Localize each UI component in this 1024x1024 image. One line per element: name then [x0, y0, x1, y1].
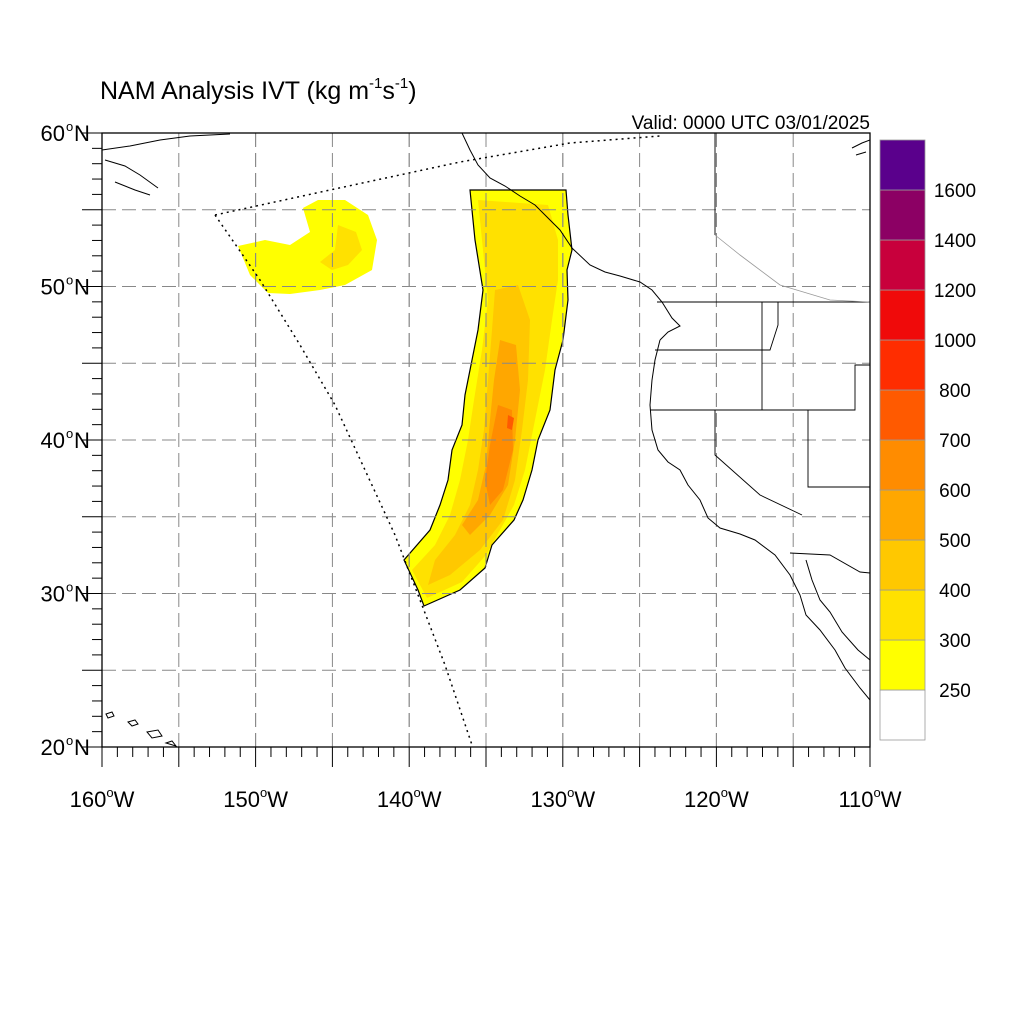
lon-label: 120oW [684, 785, 749, 812]
lat-label: 20 [41, 735, 65, 760]
lon-label: 130oW [530, 785, 595, 812]
coastlines [102, 133, 870, 747]
coastline-baja-gulf [805, 559, 870, 661]
ivt-secondary-plume [238, 200, 377, 294]
ivt-secondary-plume-inner [320, 225, 362, 270]
lat-label-degree: o [66, 580, 73, 595]
border-canada-provinces [714, 234, 870, 303]
lat-label-hemisphere: N [74, 735, 90, 760]
colorbar-label: 400 [939, 581, 971, 602]
coastline-alaska-islands [104, 159, 159, 196]
border-or-ca [650, 364, 870, 411]
colorbar-swatch [879, 489, 926, 541]
lat-label-hemisphere: N [74, 121, 90, 146]
colorbar-swatch [879, 139, 926, 191]
domain-boundary [214, 135, 661, 746]
graticule [102, 133, 870, 747]
lat-label: 30 [41, 582, 65, 607]
border-us-mexico [789, 552, 870, 574]
border-ca-nv [714, 410, 803, 516]
lat-label: 60 [41, 121, 65, 146]
colorbar-swatch [879, 589, 926, 641]
colorbar-swatch [879, 539, 926, 591]
lon-label: 110oW [838, 785, 901, 812]
colorbar-label: 250 [939, 681, 971, 702]
ivt-contour-outline [403, 189, 573, 607]
latitude-labels: 60 o N50 o N40 o N30 o N20 o N [41, 119, 90, 760]
coastline-us-west [649, 339, 870, 701]
ivt-contour-600 [485, 405, 513, 505]
lon-label: 140oW [377, 785, 442, 812]
map-plot-area [102, 133, 870, 747]
ivt-contour-700 [507, 415, 514, 430]
political-borders [650, 133, 870, 574]
colorbar-label: 1200 [934, 281, 976, 302]
colorbar-label: 1600 [934, 181, 976, 202]
longitude-labels: 160oW 150oW 140oW 130oW 120oW 110oW [70, 785, 902, 812]
colorbar-label: 800 [939, 381, 971, 402]
colorbar-swatch [879, 439, 926, 491]
lat-label-degree: o [66, 273, 73, 288]
border-wa-or [655, 302, 779, 351]
colorbar-swatch [879, 239, 926, 291]
lat-label: 50 [41, 275, 65, 300]
colorbar-label: 600 [939, 481, 971, 502]
coastline-ne-corner [851, 139, 870, 156]
lon-label: 160oW [70, 785, 135, 812]
lat-label-hemisphere: N [74, 428, 90, 453]
map-title: NAM Analysis IVT (kg m-1s-1) [100, 75, 417, 105]
coastline-alaska-canada [461, 133, 681, 341]
ivt-shading [238, 189, 573, 607]
colorbar-label: 300 [939, 631, 971, 652]
ivt-contour-500 [462, 340, 520, 535]
axis-ticks [82, 132, 871, 767]
colorbar-label: 1400 [934, 231, 976, 252]
lat-label-degree: o [66, 733, 73, 748]
colorbar-label: 700 [939, 431, 971, 452]
lat-label-degree: o [66, 426, 73, 441]
lat-label-hemisphere: N [74, 275, 90, 300]
coastline-hawaii [105, 711, 178, 747]
colorbar-swatch [879, 639, 926, 691]
lon-label: 150oW [223, 785, 288, 812]
valid-time-label: Valid: 0000 UTC 03/01/2025 [632, 113, 870, 134]
colorbar-swatch [879, 389, 926, 441]
coastline-north-top [102, 133, 231, 151]
border-id-mt [761, 302, 870, 488]
colorbar: 250 300 400 500 600 700 800 1000 1200 1400 1600 [879, 139, 976, 741]
lat-label: 40 [41, 428, 65, 453]
colorbar-swatch [879, 189, 926, 241]
lat-label-hemisphere: N [74, 582, 90, 607]
colorbar-label: 1000 [934, 331, 976, 352]
political-borders-light [714, 234, 870, 303]
colorbar-label: 500 [939, 531, 971, 552]
lat-label-degree: o [66, 119, 73, 134]
colorbar-swatch [879, 689, 926, 741]
colorbar-swatch [879, 339, 926, 391]
colorbar-swatch [879, 289, 926, 341]
